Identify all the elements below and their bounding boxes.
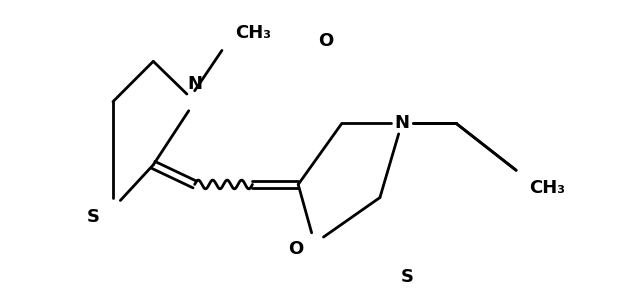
Text: S: S [401,268,413,286]
Text: O: O [289,240,303,258]
Text: N: N [394,114,409,132]
Text: O: O [318,32,333,50]
Text: CH₃: CH₃ [235,24,271,42]
Text: S: S [87,208,100,226]
Text: CH₃: CH₃ [529,179,565,197]
Text: N: N [187,75,202,93]
